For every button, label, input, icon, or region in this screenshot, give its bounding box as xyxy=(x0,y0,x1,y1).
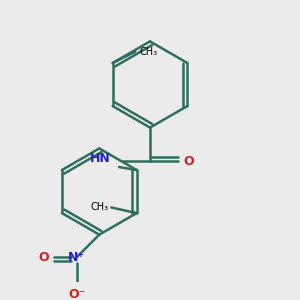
Text: CH₃: CH₃ xyxy=(140,47,158,57)
Text: O: O xyxy=(184,155,194,168)
Text: O⁻: O⁻ xyxy=(68,288,86,300)
Text: O: O xyxy=(38,251,49,264)
Text: CH₃: CH₃ xyxy=(90,202,109,212)
Text: HN: HN xyxy=(90,152,111,165)
Text: N⁺: N⁺ xyxy=(68,251,85,264)
